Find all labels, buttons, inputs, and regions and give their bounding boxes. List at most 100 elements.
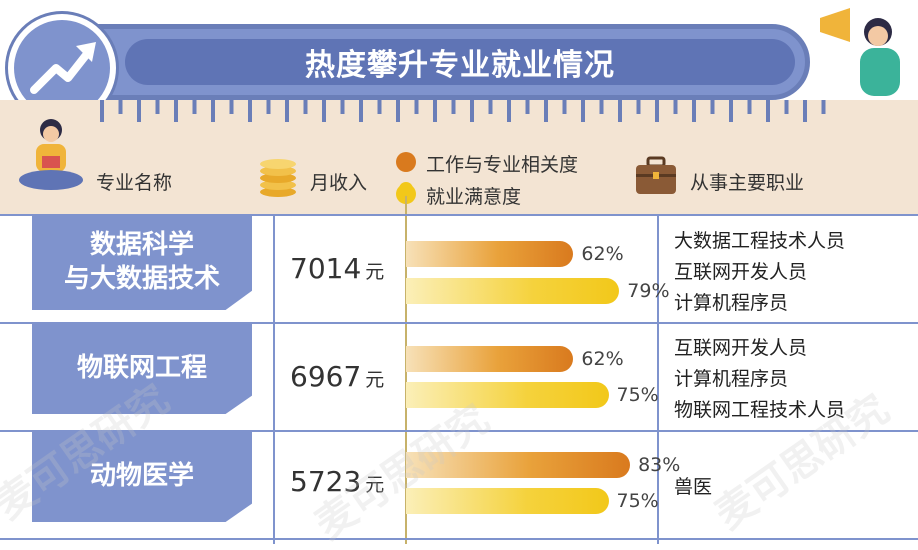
column-divider-jobs [657, 214, 659, 544]
ruler-tick [155, 100, 160, 114]
ruler-tick [821, 100, 826, 114]
ruler-tick [525, 100, 530, 114]
income-amount: 6967 [290, 360, 362, 393]
bar-label-relevance: 83% [638, 454, 681, 476]
bar-label-satisfaction: 75% [616, 384, 659, 406]
major-name-box: 物联网工程 [32, 322, 252, 414]
ruler-tick [599, 100, 604, 114]
income-amount: 7014 [290, 252, 362, 285]
ruler-tick [433, 100, 437, 122]
ruler-tick [729, 100, 733, 122]
row-separator [0, 430, 918, 432]
ruler-tick [396, 100, 400, 122]
legend-relevance-dot [396, 152, 416, 172]
coins-icon [256, 158, 300, 198]
title-inner: 热度攀升专业就业情况 [125, 39, 795, 85]
bar-label-satisfaction: 75% [616, 490, 659, 512]
legend-satisfaction-label: 就业满意度 [426, 186, 522, 208]
job-list: 互联网开发人员 计算机程序员 物联网工程技术人员 [674, 333, 845, 426]
ruler-tick [636, 100, 641, 114]
ruler-tick [673, 100, 678, 114]
ruler-tick [451, 100, 456, 114]
ruler-tick [322, 100, 326, 122]
ruler-tick [655, 100, 659, 122]
row-separator [0, 538, 918, 540]
income-unit: 元 [365, 474, 385, 496]
reading-person-icon [14, 116, 88, 196]
ruler-tick [470, 100, 474, 122]
ruler-strip [0, 100, 918, 130]
income-value: 7014 元 [290, 252, 384, 285]
ruler-tick [248, 100, 252, 122]
header-jobs: 从事主要职业 [690, 172, 805, 194]
header-band: 专业名称 月收入 工作与专业相关度 就业满意度 从事主要职业 [0, 119, 918, 214]
ruler-tick [562, 100, 567, 114]
job-item: 计算机程序员 [674, 292, 789, 314]
job-item: 大数据工程技术人员 [674, 230, 846, 252]
bar-satisfaction [406, 488, 609, 514]
job-item: 物联网工程技术人员 [674, 399, 846, 421]
ruler-tick [710, 100, 715, 114]
bar-relevance [406, 452, 631, 478]
bar-axis-top-dot [399, 182, 413, 196]
ruler-tick [784, 100, 789, 114]
major-name-box: 数据科学 与大数据技术 [32, 214, 252, 310]
ruler-tick [137, 100, 141, 122]
ruler-tick [488, 100, 493, 114]
legend-relevance-label: 工作与专业相关度 [426, 154, 579, 176]
job-item: 计算机程序员 [674, 368, 789, 390]
briefcase-icon [634, 156, 678, 196]
title-band: 热度攀升专业就业情况 [0, 0, 918, 122]
ruler-tick [618, 100, 622, 122]
ruler-tick [377, 100, 382, 114]
ruler-tick [766, 100, 770, 122]
bar-label-relevance: 62% [581, 243, 624, 265]
income-value: 5723 元 [290, 465, 384, 498]
trend-arrow-svg [30, 42, 96, 94]
row-separator [0, 322, 918, 324]
job-list: 大数据工程技术人员 互联网开发人员 计算机程序员 [674, 226, 845, 319]
major-name: 数据科学 与大数据技术 [63, 230, 220, 294]
bar-satisfaction [406, 278, 620, 304]
ruler-tick [118, 100, 123, 114]
job-item: 兽医 [674, 476, 713, 498]
title-pill: 热度攀升专业就业情况 [10, 24, 810, 100]
bar-satisfaction [406, 382, 609, 408]
ruler-tick [285, 100, 289, 122]
ruler-tick [192, 100, 197, 114]
ruler-tick [803, 100, 807, 122]
ruler-tick [692, 100, 696, 122]
ruler-tick [544, 100, 548, 122]
income-amount: 5723 [290, 465, 362, 498]
row-separator [0, 214, 918, 216]
ruler-tick [747, 100, 752, 114]
ruler-tick [414, 100, 419, 114]
megaphone-person-icon [820, 8, 910, 100]
income-unit: 元 [365, 369, 385, 391]
income-value: 6967 元 [290, 360, 384, 393]
major-name-box: 动物医学 [32, 430, 252, 522]
job-item: 互联网开发人员 [674, 261, 808, 283]
header-income: 月收入 [310, 172, 368, 194]
ruler-tick [340, 100, 345, 114]
ruler-tick [174, 100, 178, 122]
chart-title: 热度攀升专业就业情况 [305, 48, 615, 83]
ruler-tick [359, 100, 363, 122]
ruler-tick [229, 100, 234, 114]
job-item: 互联网开发人员 [674, 337, 808, 359]
ruler-tick [581, 100, 585, 122]
ruler-tick [303, 100, 308, 114]
column-divider-income [273, 214, 275, 544]
bar-label-satisfaction: 79% [627, 280, 670, 302]
major-name: 物联网工程 [76, 353, 207, 383]
ruler-tick [211, 100, 215, 122]
ruler-ticks [100, 100, 826, 122]
ruler-tick [100, 100, 104, 122]
bar-label-relevance: 62% [581, 348, 624, 370]
header-major: 专业名称 [96, 172, 173, 194]
ruler-tick [507, 100, 511, 122]
bar-relevance [406, 241, 574, 267]
major-name: 动物医学 [89, 461, 194, 491]
ruler-tick [266, 100, 271, 114]
job-list: 兽医 [674, 472, 712, 503]
